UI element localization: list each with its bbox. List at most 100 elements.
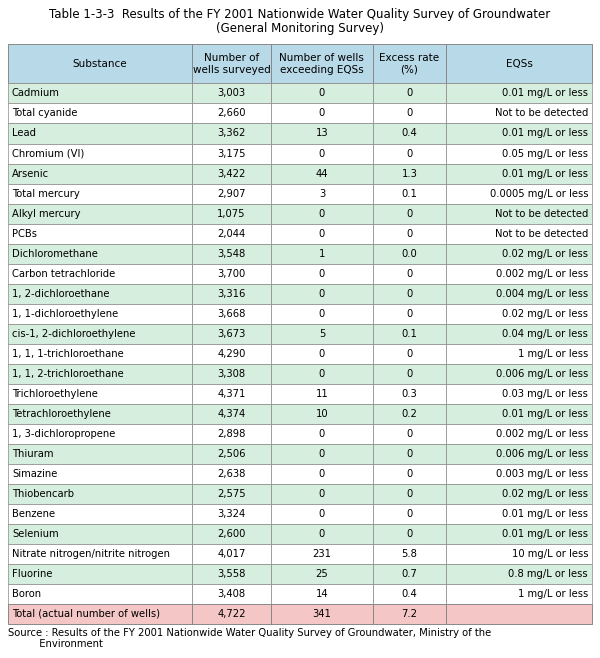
Text: Not to be detected: Not to be detected xyxy=(494,209,588,218)
Text: Dichloromethane: Dichloromethane xyxy=(12,249,98,259)
Text: 2,044: 2,044 xyxy=(217,228,245,239)
Text: 0: 0 xyxy=(406,209,413,218)
Bar xyxy=(271,384,373,404)
Text: Number of wells
exceeding EQSs: Number of wells exceeding EQSs xyxy=(280,53,364,74)
Bar xyxy=(8,524,192,544)
Text: 0.02 mg/L or less: 0.02 mg/L or less xyxy=(502,489,588,499)
Bar xyxy=(192,124,271,143)
Bar xyxy=(446,84,592,103)
Text: Not to be detected: Not to be detected xyxy=(494,228,588,239)
Bar xyxy=(271,504,373,524)
Text: 0.4: 0.4 xyxy=(401,589,418,599)
Bar xyxy=(8,343,192,364)
Text: 0: 0 xyxy=(319,209,325,218)
Text: 0.8 mg/L or less: 0.8 mg/L or less xyxy=(508,569,588,579)
Text: 0.006 mg/L or less: 0.006 mg/L or less xyxy=(496,368,588,379)
Bar xyxy=(192,564,271,584)
Text: Nitrate nitrogen/nitrite nitrogen: Nitrate nitrogen/nitrite nitrogen xyxy=(12,549,170,559)
Bar xyxy=(8,404,192,424)
Bar xyxy=(8,44,192,84)
Bar xyxy=(192,164,271,184)
Text: Carbon tetrachloride: Carbon tetrachloride xyxy=(12,268,115,278)
Text: 0.01 mg/L or less: 0.01 mg/L or less xyxy=(502,128,588,138)
Bar xyxy=(192,484,271,504)
Bar xyxy=(373,184,446,203)
Text: 0: 0 xyxy=(406,149,413,159)
Bar xyxy=(8,84,192,103)
Bar xyxy=(192,284,271,304)
Text: 0: 0 xyxy=(406,529,413,539)
Bar xyxy=(192,464,271,484)
Bar xyxy=(8,284,192,304)
Text: 14: 14 xyxy=(316,589,328,599)
Bar xyxy=(271,324,373,343)
Bar xyxy=(373,124,446,143)
Bar xyxy=(446,544,592,564)
Text: Alkyl mercury: Alkyl mercury xyxy=(12,209,80,218)
Text: 4,017: 4,017 xyxy=(217,549,245,559)
Bar xyxy=(8,304,192,324)
Text: Excess rate
(%): Excess rate (%) xyxy=(379,53,440,74)
Text: 0: 0 xyxy=(319,349,325,359)
Bar xyxy=(8,564,192,584)
Text: 0.01 mg/L or less: 0.01 mg/L or less xyxy=(502,509,588,519)
Bar xyxy=(271,84,373,103)
Text: 0: 0 xyxy=(406,509,413,519)
Text: 2,506: 2,506 xyxy=(217,449,245,459)
Text: 4,722: 4,722 xyxy=(217,609,245,619)
Bar xyxy=(373,364,446,384)
Bar xyxy=(192,524,271,544)
Text: 3,003: 3,003 xyxy=(217,88,245,99)
Text: Simazine: Simazine xyxy=(12,469,58,479)
Bar xyxy=(373,164,446,184)
Text: Chromium (VI): Chromium (VI) xyxy=(12,149,84,159)
Bar xyxy=(446,164,592,184)
Text: cis-1, 2-dichloroethylene: cis-1, 2-dichloroethylene xyxy=(12,329,136,339)
Text: 3,558: 3,558 xyxy=(217,569,245,579)
Text: 1, 1, 1-trichloroethane: 1, 1, 1-trichloroethane xyxy=(12,349,124,359)
Bar xyxy=(446,224,592,243)
Text: Arsenic: Arsenic xyxy=(12,168,49,178)
Text: 0.2: 0.2 xyxy=(401,409,418,418)
Text: 0.002 mg/L or less: 0.002 mg/L or less xyxy=(496,429,588,439)
Bar xyxy=(8,604,192,624)
Text: 4,371: 4,371 xyxy=(217,389,245,399)
Text: 1 mg/L or less: 1 mg/L or less xyxy=(518,349,588,359)
Bar xyxy=(271,484,373,504)
Bar xyxy=(8,124,192,143)
Text: 0: 0 xyxy=(319,429,325,439)
Bar xyxy=(271,284,373,304)
Text: Benzene: Benzene xyxy=(12,509,55,519)
Bar xyxy=(373,143,446,164)
Bar xyxy=(373,44,446,84)
Text: 0.0005 mg/L or less: 0.0005 mg/L or less xyxy=(490,189,588,199)
Bar xyxy=(373,424,446,443)
Bar xyxy=(192,264,271,284)
Bar xyxy=(373,524,446,544)
Bar xyxy=(373,584,446,604)
Bar xyxy=(446,343,592,364)
Bar xyxy=(271,424,373,443)
Bar xyxy=(271,524,373,544)
Bar xyxy=(271,44,373,84)
Text: Environment: Environment xyxy=(8,639,103,649)
Text: Substance: Substance xyxy=(73,59,127,68)
Bar xyxy=(271,143,373,164)
Bar xyxy=(446,564,592,584)
Bar xyxy=(373,464,446,484)
Bar xyxy=(192,424,271,443)
Text: 44: 44 xyxy=(316,168,328,178)
Bar xyxy=(446,484,592,504)
Bar xyxy=(192,604,271,624)
Bar xyxy=(446,44,592,84)
Text: (General Monitoring Survey): (General Monitoring Survey) xyxy=(216,22,384,35)
Text: 0.01 mg/L or less: 0.01 mg/L or less xyxy=(502,529,588,539)
Bar xyxy=(192,103,271,124)
Text: 0.01 mg/L or less: 0.01 mg/L or less xyxy=(502,88,588,99)
Text: 0: 0 xyxy=(406,88,413,99)
Text: Fluorine: Fluorine xyxy=(12,569,53,579)
Text: 10 mg/L or less: 10 mg/L or less xyxy=(511,549,588,559)
Bar xyxy=(8,384,192,404)
Bar xyxy=(192,504,271,524)
Bar xyxy=(446,404,592,424)
